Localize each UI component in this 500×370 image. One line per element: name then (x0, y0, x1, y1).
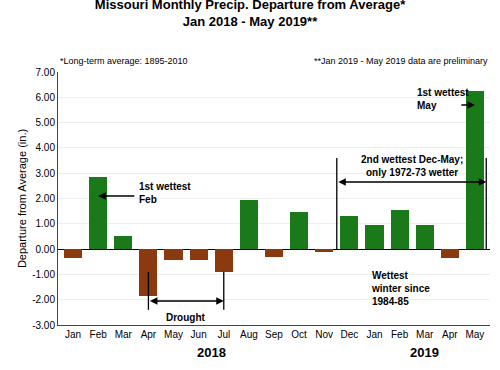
svg-text:2nd wettest Dec-May;only 1972-: 2nd wettest Dec-May;only 1972-73 wetter (361, 154, 463, 178)
svg-text:1st wettestMay: 1st wettestMay (417, 87, 469, 111)
svg-text:2018: 2018 (197, 345, 226, 360)
svg-text:-3.00: -3.00 (32, 320, 55, 331)
svg-text:Mar: Mar (416, 329, 434, 340)
svg-text:Feb: Feb (90, 329, 108, 340)
svg-text:Jun: Jun (191, 329, 207, 340)
svg-text:2019: 2019 (410, 345, 439, 360)
svg-text:3.00: 3.00 (36, 168, 56, 179)
svg-text:May: May (465, 329, 484, 340)
svg-text:4.00: 4.00 (36, 142, 56, 153)
svg-text:Dec: Dec (340, 329, 358, 340)
svg-text:Nov: Nov (315, 329, 333, 340)
svg-text:Wettestwinter since1984-85: Wettestwinter since1984-85 (371, 270, 430, 307)
svg-text:Mar: Mar (115, 329, 133, 340)
svg-text:0.00: 0.00 (36, 244, 56, 255)
svg-text:Feb: Feb (391, 329, 409, 340)
svg-text:Aug: Aug (240, 329, 258, 340)
svg-text:Sep: Sep (265, 329, 283, 340)
svg-text:1st wettestFeb: 1st wettestFeb (139, 181, 191, 205)
svg-text:Oct: Oct (291, 329, 307, 340)
svg-text:*Long-term average: 1895-2010: *Long-term average: 1895-2010 (60, 56, 188, 66)
svg-text:**Jan 2019 - May 2019 data are: **Jan 2019 - May 2019 data are prelimina… (314, 56, 488, 66)
svg-text:-1.00: -1.00 (32, 269, 55, 280)
svg-text:Drought: Drought (166, 312, 206, 323)
svg-text:6.00: 6.00 (36, 92, 56, 103)
svg-text:Apr: Apr (141, 329, 157, 340)
svg-text:Apr: Apr (442, 329, 458, 340)
svg-text:May: May (164, 329, 183, 340)
svg-text:2.00: 2.00 (36, 193, 56, 204)
svg-text:-2.00: -2.00 (32, 294, 55, 305)
svg-text:Jan: Jan (366, 329, 382, 340)
svg-text:5.00: 5.00 (36, 117, 56, 128)
svg-text:Missouri Monthly Precip. Depar: Missouri Monthly Precip. Departure from … (95, 0, 406, 29)
svg-text:7.00: 7.00 (36, 67, 56, 78)
svg-text:Departure from Average (in.): Departure from Average (in.) (16, 129, 28, 268)
svg-text:Jan: Jan (65, 329, 81, 340)
svg-text:Jul: Jul (217, 329, 230, 340)
svg-text:1.00: 1.00 (36, 218, 56, 229)
